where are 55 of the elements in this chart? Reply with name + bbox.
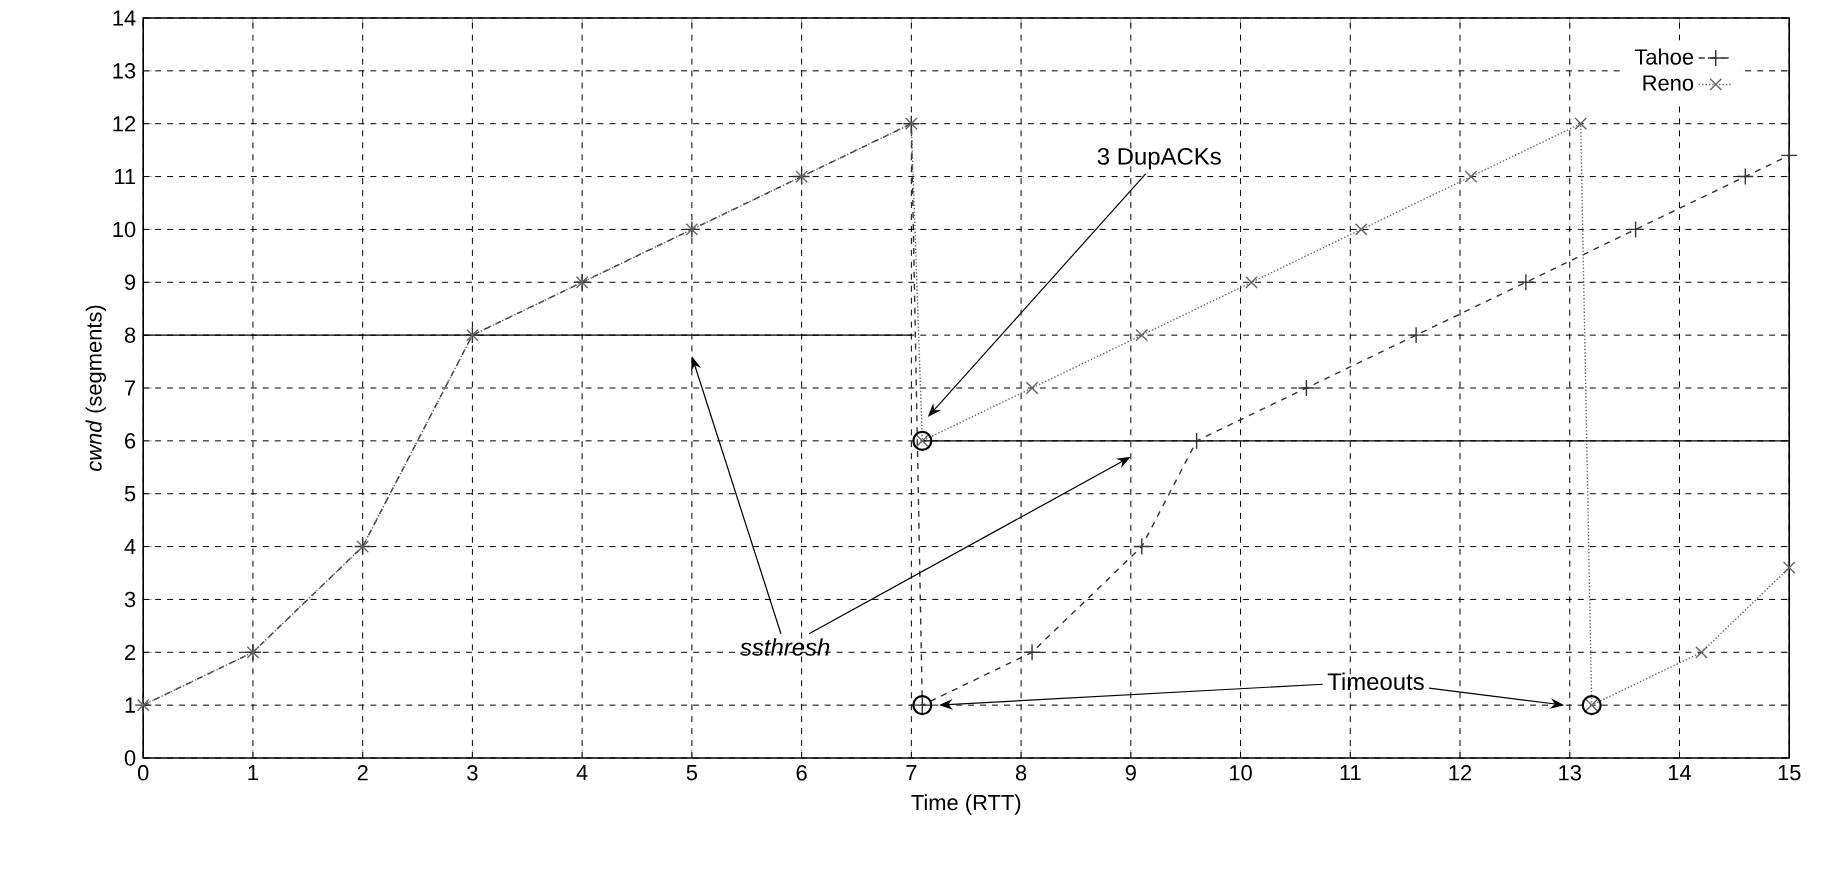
point [1245,275,1258,289]
x-tick-label: 5 [686,765,698,781]
point [1297,379,1316,397]
x-tick-label: 8 [1015,765,1027,781]
legend-label: Reno [1643,75,1694,91]
x-tick-label: 10 [1230,765,1252,781]
x-tick-label: 3 [467,765,478,781]
y-tick-label: 5 [124,486,136,502]
point [1135,328,1149,342]
y-tick-label: 9 [125,274,136,291]
point [1626,220,1645,239]
x-tick-label: 2 [357,765,368,781]
x-tick-label: 0 [137,765,149,781]
point [1025,381,1039,395]
x-tick-label: 9 [1125,765,1136,781]
y-tick-label: 12 [113,116,136,132]
point [1736,167,1754,186]
legend-label: Tahoe [1634,48,1694,65]
annotation: Timeouts [1327,672,1424,691]
point [1517,273,1535,291]
y-tick-label: 2 [125,644,136,660]
point [1574,117,1588,131]
point [1782,561,1796,575]
point [1464,170,1478,183]
x-tick-label: 7 [906,765,917,781]
y-tick-label: 14 [113,10,136,26]
y-tick-label: 3 [124,591,136,608]
x-tick-label: 14 [1668,765,1692,781]
y-tick-label: 6 [125,433,136,449]
x-tick-label: 4 [576,765,588,781]
y-tick-label: 0 [124,750,136,766]
x-tick-label: 13 [1559,765,1581,781]
y-tick-label: 7 [125,380,136,396]
point [1023,643,1041,661]
x-tick-label: 15 [1778,765,1801,781]
annotation: ssthresh [740,638,830,656]
x-tick-label: 12 [1449,765,1472,781]
point [1407,326,1425,344]
point [1187,432,1206,450]
x-tick-label: 1 [248,765,258,781]
y-tick-label: 4 [124,539,136,555]
point [1780,146,1798,165]
x-tick-label: 11 [1340,765,1361,781]
y-tick-label: 1 [125,697,136,713]
point [1354,223,1368,236]
y-tick-label: 13 [113,63,136,79]
y-tick-label: 8 [124,327,136,343]
point [1133,537,1151,556]
y-tick-label: 11 [115,169,136,185]
y-tick-label: 10 [113,221,136,238]
x-axis-title: Time (RTT) [911,794,1021,815]
y-axis-title: cwnd (segments) [85,305,107,472]
x-tick-label: 6 [796,765,807,781]
point [1695,645,1708,659]
annotation: 3 DupACKs [1097,147,1221,170]
